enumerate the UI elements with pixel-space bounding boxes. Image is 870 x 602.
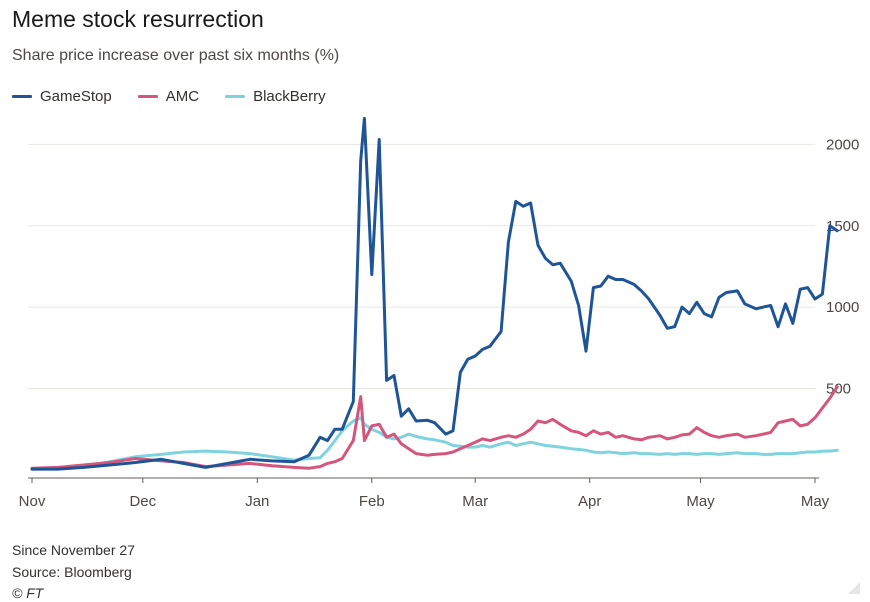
legend-swatch-amc [137, 95, 158, 98]
chart-subtitle: Share price increase over past six month… [12, 47, 340, 64]
y-tick-label: 1000 [826, 299, 859, 316]
copyright-note: © FT [12, 585, 44, 601]
footnote: Since November 27 [12, 542, 135, 558]
source-note: Source: Bloomberg [12, 564, 132, 580]
x-tick-label: Jan [245, 493, 269, 510]
legend-swatch-gamestop [12, 95, 32, 98]
legend-item-amc: AMC [137, 88, 200, 105]
x-tick-label: Dec [129, 493, 156, 510]
x-tick-label: May [801, 493, 830, 510]
legend-label-amc: AMC [165, 88, 200, 105]
legend-item-gamestop: GameStop [12, 88, 112, 105]
legend-swatch-blackberry [225, 95, 246, 98]
series-line-amc [30, 385, 839, 470]
legend-label-gamestop: GameStop [40, 88, 112, 105]
legend: GameStop AMC BlackBerry [12, 88, 326, 105]
resize-corner-icon [848, 582, 860, 594]
legend-item-blackberry: BlackBerry [225, 88, 326, 105]
x-tick-label: Nov [19, 493, 46, 510]
x-tick-label: Apr [578, 493, 601, 510]
chart-title: Meme stock resurrection [12, 6, 264, 32]
y-tick-label: 500 [826, 381, 851, 398]
x-tick-label: May [686, 493, 715, 510]
legend-label-blackberry: BlackBerry [253, 88, 326, 105]
series-line-gamestop [30, 116, 839, 471]
x-tick-label: Feb [359, 493, 385, 510]
series-line-blackberry [30, 416, 839, 471]
y-tick-label: 2000 [826, 136, 859, 153]
x-tick-label: Mar [462, 493, 488, 510]
